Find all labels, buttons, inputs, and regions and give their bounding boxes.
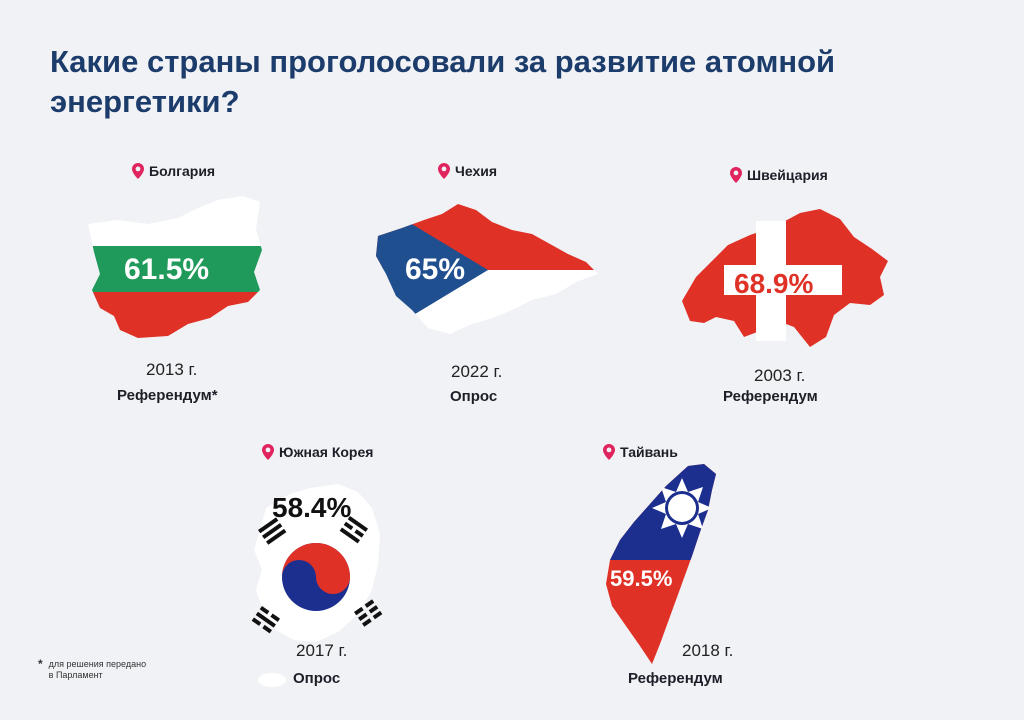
footnote-mark: * [38, 657, 43, 671]
vote-year: 2018 г. [682, 641, 734, 660]
vote-type: Референдум* [117, 387, 218, 404]
location-pin-icon [132, 163, 144, 179]
south-korea-flag-map [251, 484, 383, 687]
vote-year: 2017 г. [296, 641, 348, 660]
vote-type: Референдум [723, 388, 818, 405]
vote-year: 2022 г. [451, 362, 503, 381]
footnote: * для решения передано в Парламент [38, 657, 147, 681]
country-name: Чехия [455, 163, 497, 179]
czechia-flag-map [376, 204, 598, 334]
country-name: Тайвань [620, 444, 678, 460]
location-pin-icon [730, 167, 742, 183]
country-name: Южная Корея [279, 444, 374, 460]
country-label-south-korea: Южная Корея [262, 444, 373, 460]
vote-type: Референдум [628, 670, 723, 687]
location-pin-icon [262, 444, 274, 460]
percent-value: 68.9% [734, 268, 814, 299]
bulgaria-flag-map [88, 196, 262, 338]
country-label-switzerland: Швейцария [730, 167, 828, 183]
percent-value: 59.5% [610, 566, 673, 591]
location-pin-icon [603, 444, 615, 460]
vote-year: 2003 г. [754, 366, 806, 385]
location-pin-icon [438, 163, 450, 179]
switzerland-flag-map [682, 209, 888, 347]
percent-value: 61.5% [124, 253, 210, 286]
country-name: Болгария [149, 163, 216, 179]
vote-year: 2013 г. [146, 360, 198, 379]
country-label-taiwan: Тайвань [603, 444, 678, 460]
country-label-czechia: Чехия [438, 163, 497, 179]
vote-type: Опрос [293, 670, 341, 687]
vote-type: Опрос [450, 388, 498, 405]
page-title: Какие страны проголосовали за развитие а… [50, 44, 836, 119]
taiwan-flag-map [606, 464, 716, 664]
footnote-line-2: в Парламент [48, 670, 103, 680]
percent-value: 65% [405, 253, 466, 286]
footnote-line-1: для решения передано [48, 659, 147, 669]
percent-value: 58.4% [272, 492, 352, 523]
country-label-bulgaria: Болгария [132, 163, 215, 179]
country-name: Швейцария [747, 167, 828, 183]
